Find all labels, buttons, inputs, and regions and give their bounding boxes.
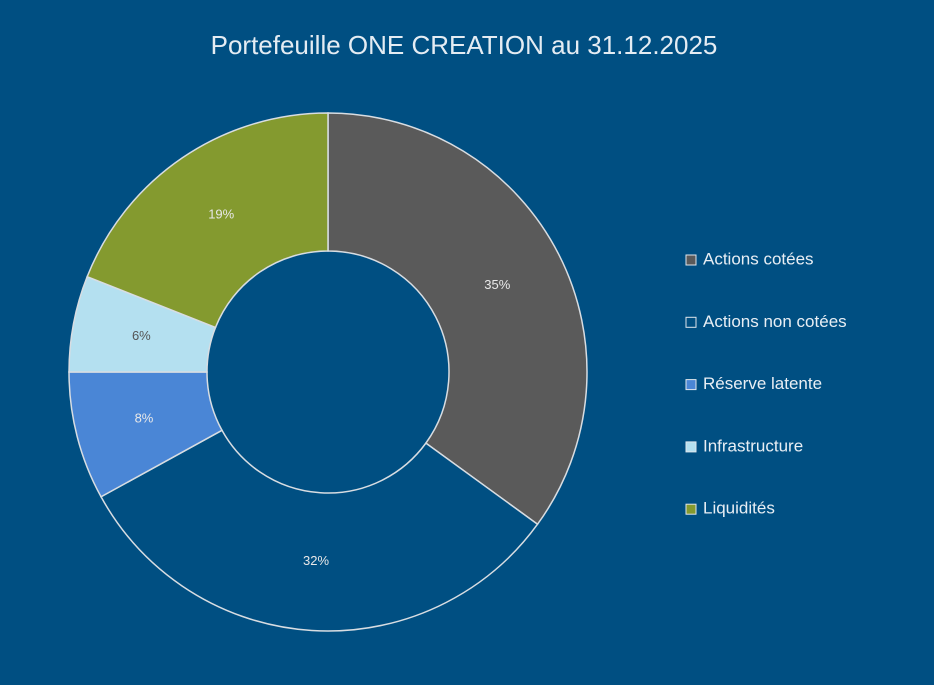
slice-label: 32%	[303, 553, 329, 568]
slice-label: 35%	[484, 277, 510, 292]
legend-marker	[685, 379, 697, 391]
slice-label: 19%	[208, 206, 234, 221]
legend-marker	[685, 503, 697, 515]
legend-label: Actions cotées	[703, 249, 814, 268]
legend-marker	[685, 441, 697, 453]
slice	[86, 112, 329, 329]
legend-marker	[685, 316, 697, 328]
legend-label: Actions non cotées	[703, 312, 847, 331]
legend-label: Infrastructure	[703, 436, 803, 455]
slice	[100, 429, 539, 632]
legend-marker	[685, 254, 697, 266]
legend-label: Réserve latente	[703, 374, 822, 393]
slice-label: 6%	[132, 328, 151, 343]
chart-title: Portefeuille ONE CREATION au 31.12.2025	[211, 30, 718, 60]
legend-label: Liquidités	[703, 499, 775, 518]
slice-label: 8%	[135, 411, 154, 426]
slice	[327, 112, 588, 526]
